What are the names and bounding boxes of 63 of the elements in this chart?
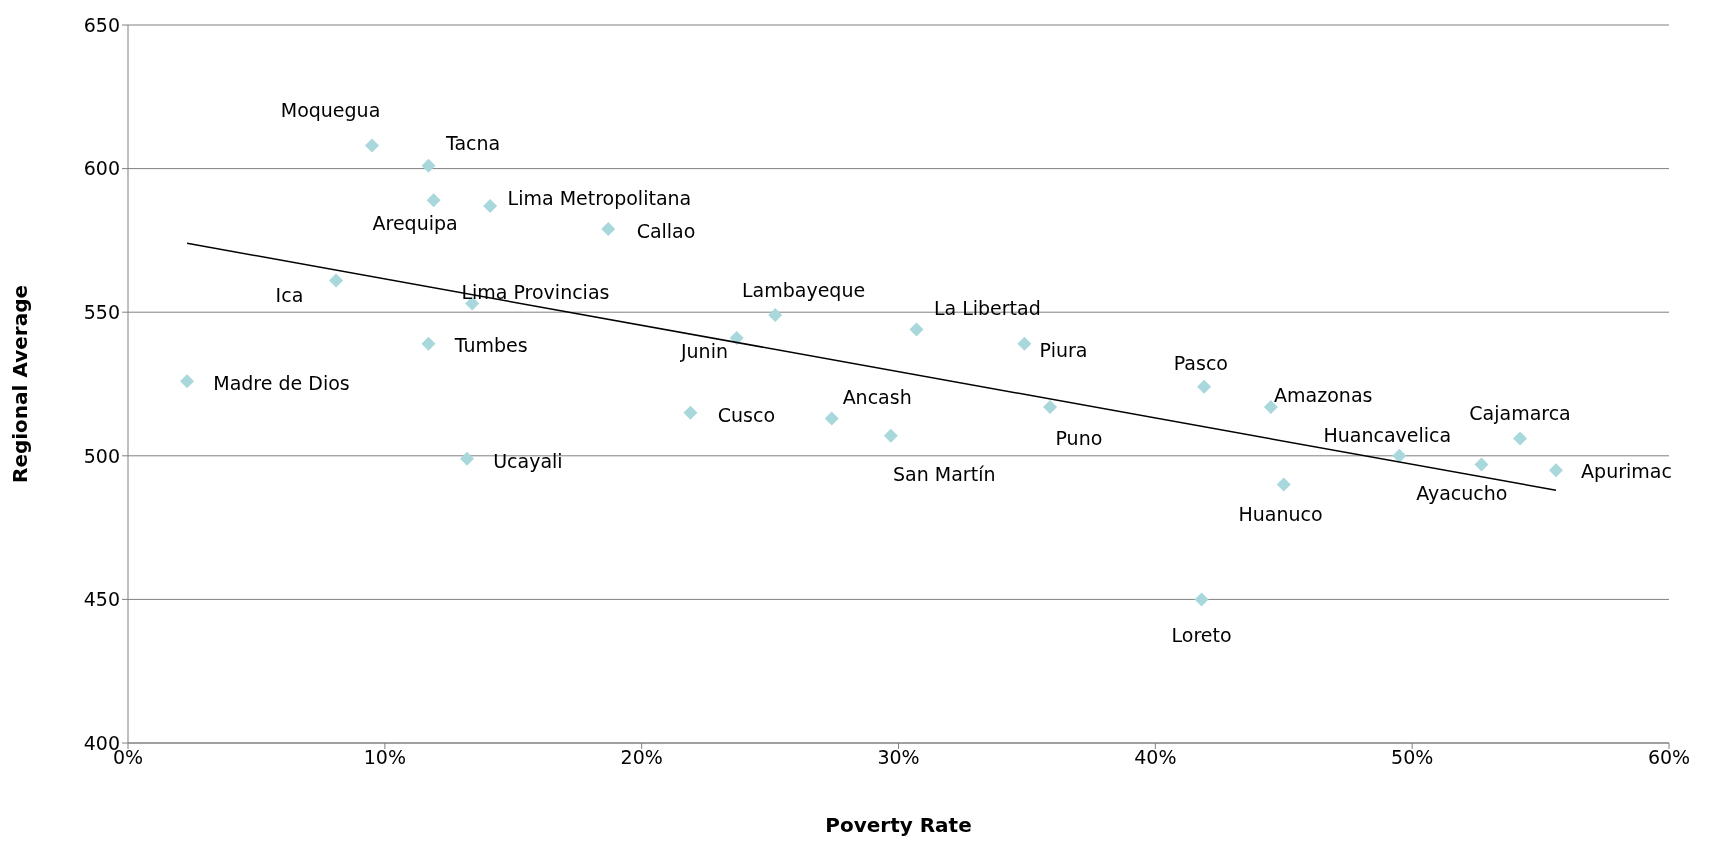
annotation: Amazonas — [1274, 383, 1373, 406]
x-tick-label: 30% — [877, 746, 920, 769]
annotation: Tacna — [444, 131, 501, 154]
annotation: Moquegua — [280, 98, 381, 121]
annotation: Tumbes — [453, 333, 528, 356]
point — [1043, 399, 1058, 414]
point — [909, 322, 924, 337]
point — [1392, 448, 1407, 463]
y-tick-label: 450 — [83, 588, 120, 611]
annotation: Junin — [679, 340, 728, 363]
annotation: Callao — [636, 220, 696, 243]
annotation: Ayacucho — [1416, 481, 1508, 504]
annotation: Cusco — [717, 403, 776, 426]
point — [1276, 477, 1291, 492]
point — [768, 308, 783, 323]
point — [683, 405, 698, 420]
annotation: Pasco — [1173, 351, 1228, 374]
annotation: La Libertad — [933, 296, 1041, 319]
point — [483, 198, 498, 213]
annotation: Piura — [1039, 339, 1088, 362]
y-tick-label: 500 — [83, 444, 120, 467]
point — [1017, 336, 1032, 351]
annotation: San Martín — [893, 462, 996, 485]
point — [421, 336, 436, 351]
point — [364, 138, 379, 153]
point — [1194, 592, 1209, 607]
point — [460, 451, 475, 466]
annotation: Arequipa — [372, 212, 458, 235]
point — [1474, 457, 1489, 472]
y-tick-label: 650 — [83, 13, 120, 36]
point — [329, 273, 344, 288]
y-axis-title: Regional Average — [8, 284, 33, 484]
annotation: Cajamarca — [1469, 402, 1571, 425]
point — [421, 158, 436, 173]
annotation: Lambayeque — [742, 278, 866, 301]
point — [1513, 431, 1528, 446]
x-tick-label: 20% — [620, 746, 663, 769]
point — [426, 193, 441, 208]
annotation: Apurimac — [1581, 460, 1672, 483]
point — [601, 221, 616, 236]
annotation: Lima Metropolitana — [507, 187, 692, 210]
annotation: Ancash — [842, 385, 912, 408]
point — [1548, 463, 1563, 478]
y-tick-label: 600 — [83, 157, 120, 180]
annotation: Lima Provincias — [461, 280, 610, 303]
point — [1197, 379, 1212, 394]
point — [180, 374, 195, 389]
annotation: Ucayali — [493, 449, 563, 472]
x-tick-label: 40% — [1134, 746, 1177, 769]
x-tick-label: 50% — [1391, 746, 1434, 769]
annotation: Puno — [1055, 426, 1103, 449]
annotation: Ica — [275, 283, 304, 306]
x-axis-title: Poverty Rate — [825, 813, 972, 837]
annotation: Huanuco — [1238, 502, 1323, 525]
annotation: Madre de Dios — [213, 372, 350, 395]
point — [824, 411, 839, 426]
x-tick-label: 10% — [363, 746, 406, 769]
annotation: Loreto — [1171, 624, 1232, 647]
annotation: Huancavelica — [1323, 424, 1452, 447]
point — [883, 428, 898, 443]
y-tick-label: 550 — [83, 300, 120, 323]
point — [729, 331, 744, 346]
x-tick-label: 60% — [1647, 746, 1691, 769]
